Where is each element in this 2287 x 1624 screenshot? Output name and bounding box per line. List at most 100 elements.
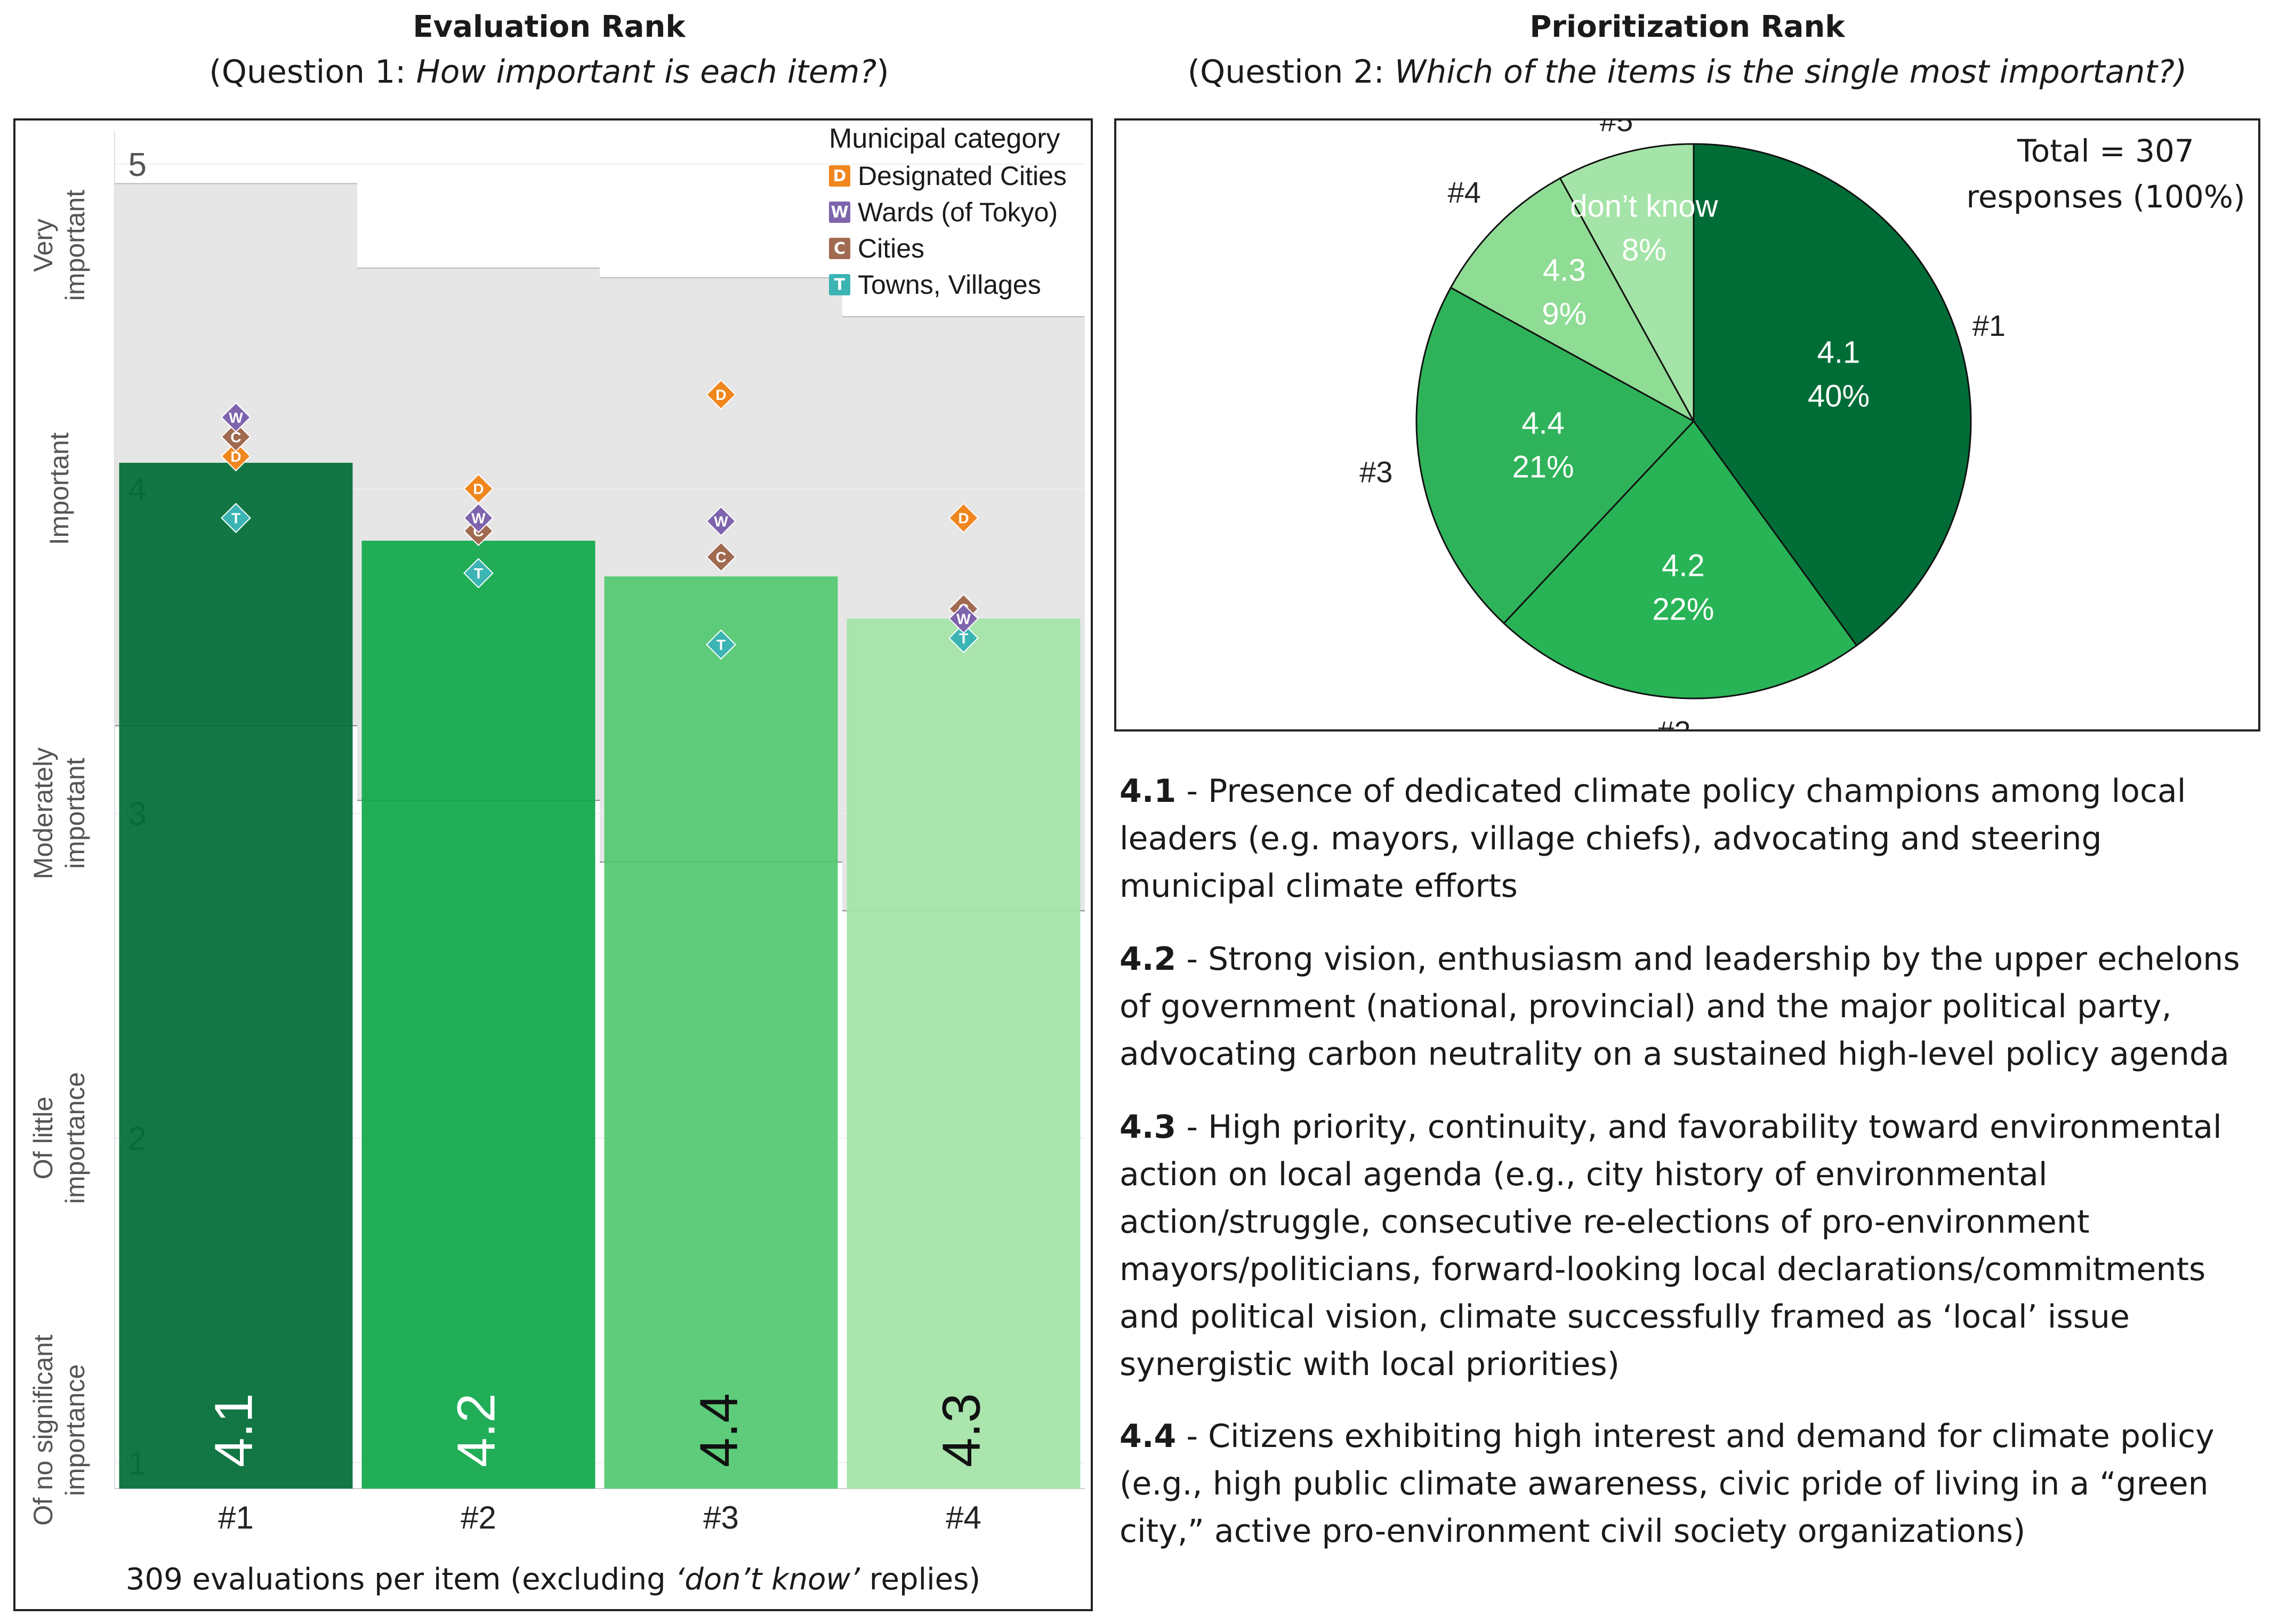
- x-tick-label: #1: [218, 1500, 254, 1535]
- pie-slice-name: #5: [1600, 118, 1633, 138]
- pie-slice-label: 4.2 22%: [1652, 548, 1714, 626]
- footnote-prefix: 309 evaluations per item (excluding: [125, 1562, 675, 1597]
- category-marker-label: W: [714, 513, 728, 530]
- category-marker: [706, 629, 736, 660]
- pie-slice-name: #3: [1359, 455, 1392, 488]
- category-marker-label: D: [230, 448, 241, 465]
- category-marker: [463, 558, 494, 589]
- bar-chart-frame: [13, 118, 1093, 1611]
- category-marker-label: D: [473, 481, 484, 497]
- legend-key-w: W: [829, 202, 850, 223]
- pie-slice: [1559, 143, 1695, 422]
- x-tick-label: #3: [703, 1500, 739, 1535]
- legend-item-designated-cities: D Designated Cities: [829, 158, 1085, 194]
- left-chart-title: Evaluation Rank: [413, 10, 686, 44]
- category-marker-label: W: [956, 610, 971, 627]
- description-text: - Citizens exhibiting high interest and …: [1120, 1418, 2214, 1550]
- category-marker-label: T: [716, 637, 726, 653]
- description-text: - Presence of dedicated climate policy c…: [1120, 773, 2186, 905]
- bar-label: 4.4: [689, 1393, 749, 1467]
- category-marker-label: T: [231, 510, 240, 527]
- description-code: 4.3: [1120, 1108, 1177, 1146]
- legend-label: Cities: [858, 234, 925, 263]
- pie-chart: 4.1 40% #1 4.2 22% #2 4.4 21% #3 4.3 9% #4 don’t kno…: [1359, 118, 2006, 731]
- pie-slice-label: 4.1 40%: [1808, 335, 1870, 414]
- legend-key-t: T: [829, 274, 850, 295]
- category-marker: [221, 421, 251, 452]
- left-chart-subtitle: (Question 1: How important is each item?…: [0, 53, 1098, 91]
- legend-label: Wards (of Tokyo): [858, 197, 1058, 227]
- y-category-label: Of littleimportance: [28, 1072, 90, 1204]
- category-marker: [221, 503, 251, 533]
- pie-slice-label: 4.4 21%: [1512, 406, 1574, 485]
- pie-slice-name: #1: [1972, 309, 2006, 342]
- legend-item-cities: C Cities: [829, 230, 1085, 267]
- y-category-label: Of no significantimportance: [28, 1334, 90, 1526]
- bar: [847, 618, 1081, 1489]
- right-subtitle-prefix: (Question 2:: [1187, 53, 1395, 91]
- category-marker: [948, 603, 979, 634]
- category-marker-label: D: [715, 387, 726, 403]
- pie-chart-frame: [1114, 118, 2260, 731]
- category-marker: [948, 503, 979, 533]
- x-tick-label: #2: [461, 1500, 496, 1535]
- bar-label: 4.1: [204, 1393, 264, 1467]
- description-4-4: 4.4 - Citizens exhibiting high interest …: [1120, 1413, 2266, 1555]
- left-subtitle-question: How important is each item?: [416, 53, 877, 91]
- category-marker: [463, 503, 494, 533]
- pie-slice: [1502, 420, 1858, 700]
- category-marker-label: T: [959, 630, 968, 647]
- left-subtitle-suffix: ): [876, 53, 889, 91]
- bar: [119, 463, 353, 1489]
- y-category-label: Important: [44, 432, 74, 545]
- description-4-3: 4.3 - High priority, continuity, and fav…: [1120, 1104, 2266, 1388]
- bar: [604, 576, 838, 1489]
- bar-chart: 12345VeryimportantImportantModeratelyimp…: [28, 132, 1085, 1535]
- legend-key-c: C: [829, 238, 850, 259]
- category-marker-label: W: [471, 510, 486, 527]
- bar: [361, 541, 595, 1489]
- category-marker-label: D: [958, 510, 969, 527]
- footnote-italic: ‘don’t know’: [675, 1562, 860, 1597]
- left-subtitle-prefix: (Question 1:: [209, 53, 416, 91]
- description-code: 4.1: [1120, 773, 1177, 810]
- bar-label: 4.3: [932, 1393, 992, 1467]
- right-chart-title: Prioritization Rank: [1529, 10, 1845, 44]
- category-marker-label: W: [229, 409, 243, 426]
- pie-slice-label: don’t know 8%: [1570, 189, 1718, 267]
- y-tick-label: 5: [128, 147, 147, 183]
- pie-slice-name: #4: [1448, 175, 1481, 209]
- category-marker: [706, 506, 736, 537]
- legend-title: Municipal category: [829, 123, 1060, 154]
- category-marker: [706, 542, 736, 573]
- category-marker-label: C: [715, 549, 726, 566]
- pie-slice: [1415, 286, 1695, 625]
- description-text: - High priority, continuity, and favorab…: [1120, 1108, 2222, 1383]
- pie-total-line-1: Total = 307: [2017, 133, 2194, 169]
- y-category-label: Veryimportant: [28, 190, 90, 301]
- legend-label: Towns, Villages: [858, 270, 1041, 300]
- y-category-label: Moderatelyimportant: [28, 747, 90, 879]
- pie-total-line-2: responses (100%): [1966, 179, 2245, 215]
- description-4-2: 4.2 - Strong vision, enthusiasm and lead…: [1120, 936, 2266, 1078]
- category-marker-label: T: [474, 565, 483, 582]
- pie-total-label: Total = 307 responses (100%): [1962, 128, 2250, 220]
- category-marker: [706, 379, 736, 410]
- pie-slice-name: #2: [1657, 714, 1690, 731]
- legend-item-towns-villages: T Towns, Villages: [829, 267, 1085, 303]
- legend: Municipal category D Designated Cities W…: [829, 123, 1085, 303]
- bar-chart-footnote: 309 evaluations per item (excluding ‘don…: [13, 1562, 1093, 1597]
- description-code: 4.4: [1120, 1418, 1177, 1455]
- right-chart-subtitle: (Question 2: Which of the items is the s…: [1114, 53, 2260, 91]
- x-tick-label: #4: [946, 1500, 981, 1535]
- legend-label: Designated Cities: [858, 161, 1067, 191]
- category-marker-label: C: [230, 429, 241, 445]
- pie-slice-label: 4.3 9%: [1542, 253, 1587, 331]
- description-code: 4.2: [1120, 940, 1177, 978]
- pie-slice: [1693, 143, 1972, 647]
- category-marker: [221, 402, 251, 433]
- legend-key-d: D: [829, 165, 850, 187]
- legend-item-wards: W Wards (of Tokyo): [829, 194, 1085, 230]
- category-marker: [221, 441, 251, 472]
- description-text: - Strong vision, enthusiasm and leadersh…: [1120, 940, 2240, 1073]
